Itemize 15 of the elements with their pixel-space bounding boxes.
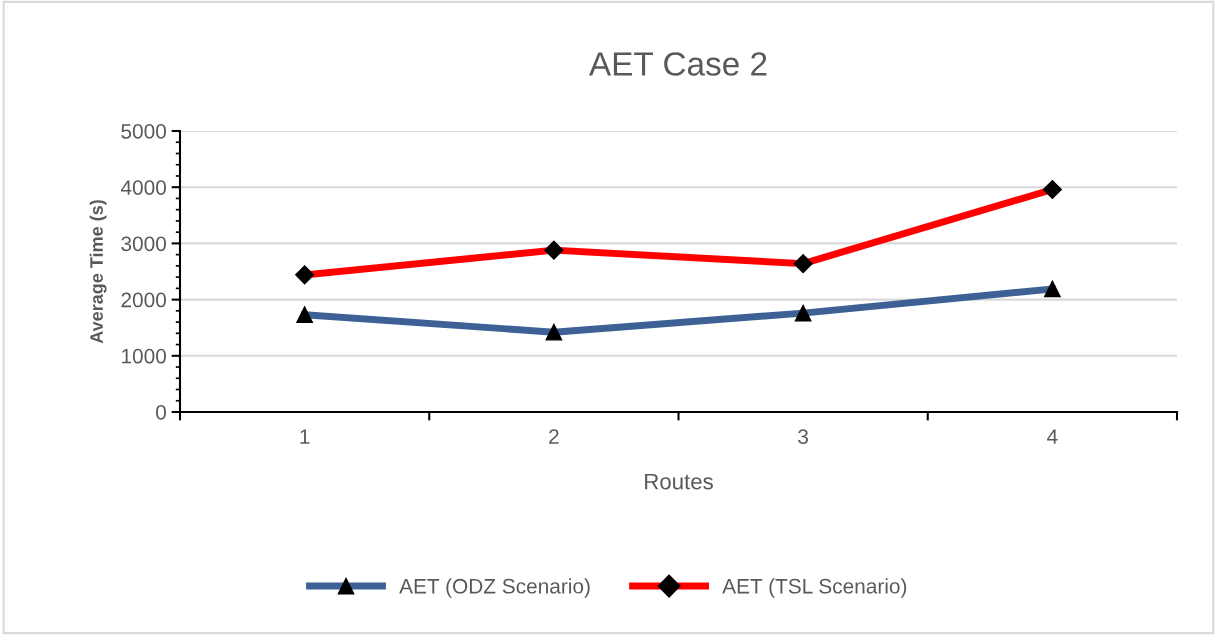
legend-label: AET (ODZ Scenario) — [399, 578, 590, 598]
legend-label: AET (TSL Scenario) — [722, 578, 907, 598]
y-tick-label: 1000 — [122, 348, 166, 364]
y-tick-label: 4000 — [120, 180, 166, 195]
x-tick-label: 3 — [798, 429, 808, 444]
x-tick-label: 2 — [549, 429, 559, 444]
x-axis-title: Routes — [645, 473, 713, 490]
chart-title: AET Case 2 — [589, 52, 767, 76]
y-tick-label: 3000 — [121, 236, 166, 252]
y-axis-title: Average Time (s) — [89, 200, 107, 344]
x-tick-label: 4 — [1047, 429, 1058, 444]
y-tick-label: 2000 — [121, 292, 166, 308]
y-tick-label: 0 — [156, 405, 166, 420]
y-tick-label: 5000 — [121, 124, 166, 139]
x-tick-label: 1 — [300, 429, 310, 444]
